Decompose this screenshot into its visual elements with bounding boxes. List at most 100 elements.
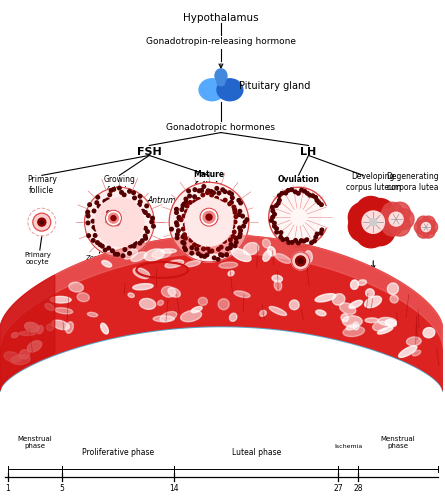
Circle shape — [114, 214, 117, 218]
Circle shape — [209, 188, 212, 192]
Circle shape — [190, 244, 193, 248]
Circle shape — [206, 196, 210, 200]
Circle shape — [284, 192, 287, 195]
Circle shape — [184, 191, 188, 194]
Polygon shape — [0, 320, 443, 392]
Circle shape — [183, 232, 186, 235]
Ellipse shape — [343, 326, 364, 336]
Circle shape — [211, 216, 215, 220]
Circle shape — [271, 206, 274, 209]
Circle shape — [203, 214, 207, 217]
Text: Degenerating
corpora lutea: Degenerating corpora lutea — [387, 172, 439, 192]
Circle shape — [291, 252, 310, 270]
Circle shape — [422, 216, 435, 230]
Circle shape — [364, 198, 395, 229]
Text: Gonadotropic hormones: Gonadotropic hormones — [166, 122, 275, 132]
Circle shape — [95, 200, 99, 203]
Circle shape — [132, 250, 135, 254]
Circle shape — [190, 252, 194, 256]
Circle shape — [95, 198, 144, 246]
Circle shape — [191, 196, 195, 199]
Circle shape — [192, 198, 195, 202]
Circle shape — [179, 218, 182, 222]
Circle shape — [108, 221, 111, 224]
Circle shape — [278, 194, 281, 198]
Ellipse shape — [406, 337, 421, 346]
Ellipse shape — [272, 275, 283, 282]
Circle shape — [280, 192, 284, 195]
Circle shape — [144, 226, 148, 229]
Ellipse shape — [234, 291, 250, 298]
Circle shape — [287, 240, 291, 244]
Text: Gonadotropin-releasing hormone: Gonadotropin-releasing hormone — [146, 37, 296, 46]
Circle shape — [237, 218, 241, 222]
Ellipse shape — [181, 310, 202, 322]
Circle shape — [216, 252, 220, 255]
Circle shape — [136, 196, 139, 200]
Ellipse shape — [144, 249, 164, 260]
Ellipse shape — [274, 280, 282, 290]
Circle shape — [111, 217, 114, 220]
Circle shape — [271, 209, 275, 212]
Ellipse shape — [12, 332, 18, 338]
Circle shape — [218, 192, 222, 196]
Ellipse shape — [305, 250, 312, 262]
Circle shape — [364, 215, 395, 246]
Circle shape — [183, 246, 187, 250]
Circle shape — [169, 182, 249, 262]
Circle shape — [231, 230, 235, 234]
Circle shape — [187, 252, 190, 256]
Circle shape — [310, 241, 313, 244]
Ellipse shape — [219, 262, 238, 268]
Text: Mature
follicle: Mature follicle — [194, 170, 225, 190]
Circle shape — [146, 202, 149, 205]
Circle shape — [233, 197, 237, 200]
Circle shape — [378, 209, 399, 230]
Circle shape — [111, 216, 116, 220]
Circle shape — [389, 202, 410, 223]
Circle shape — [273, 212, 276, 216]
Circle shape — [296, 192, 300, 195]
Ellipse shape — [50, 296, 71, 303]
Circle shape — [203, 192, 206, 196]
Circle shape — [174, 226, 178, 229]
Circle shape — [236, 246, 240, 249]
Ellipse shape — [153, 316, 174, 322]
Circle shape — [151, 224, 154, 228]
Circle shape — [279, 236, 283, 239]
Ellipse shape — [412, 350, 421, 356]
Circle shape — [139, 204, 143, 207]
Circle shape — [190, 238, 193, 242]
Circle shape — [200, 258, 203, 261]
Circle shape — [243, 226, 246, 230]
Circle shape — [220, 248, 223, 252]
Circle shape — [86, 218, 90, 222]
Circle shape — [33, 213, 51, 231]
Circle shape — [193, 250, 197, 254]
Circle shape — [179, 242, 182, 246]
Ellipse shape — [269, 306, 287, 316]
Ellipse shape — [385, 320, 396, 326]
Circle shape — [303, 239, 306, 243]
Ellipse shape — [161, 249, 176, 253]
Circle shape — [107, 213, 111, 216]
Ellipse shape — [341, 314, 348, 322]
Circle shape — [185, 200, 188, 204]
Circle shape — [125, 246, 129, 249]
Circle shape — [220, 246, 224, 250]
Text: Zona
pellucida: Zona pellucida — [79, 255, 110, 268]
Circle shape — [295, 256, 306, 266]
Circle shape — [206, 210, 210, 214]
Circle shape — [356, 217, 386, 248]
Circle shape — [298, 258, 303, 264]
Circle shape — [203, 210, 207, 214]
Circle shape — [314, 196, 317, 199]
Circle shape — [193, 242, 197, 245]
Circle shape — [38, 218, 46, 226]
Circle shape — [89, 204, 93, 208]
Ellipse shape — [365, 318, 379, 322]
Circle shape — [210, 250, 214, 253]
Circle shape — [183, 208, 186, 212]
Circle shape — [200, 208, 218, 226]
Ellipse shape — [316, 310, 326, 316]
